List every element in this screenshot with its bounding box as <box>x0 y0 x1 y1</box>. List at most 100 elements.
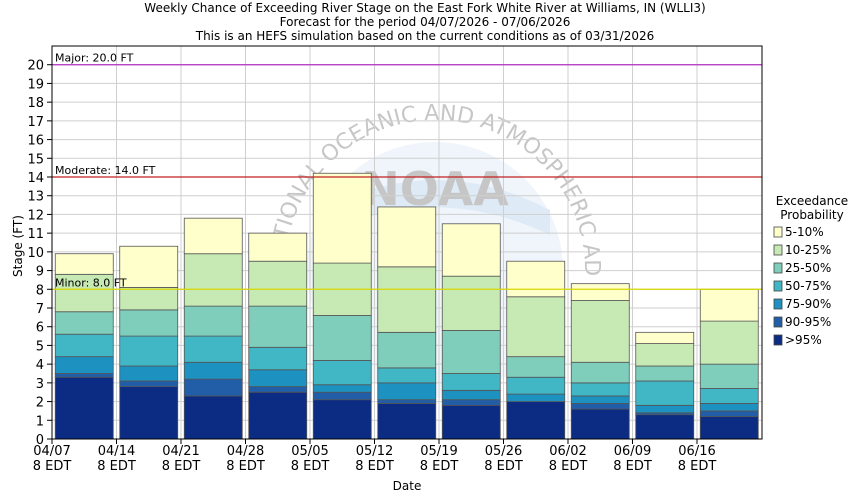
y-tick-label: 17 <box>27 115 44 130</box>
bar-segment <box>441 404 501 440</box>
legend-swatch <box>773 334 783 346</box>
legend-swatch <box>773 226 783 238</box>
bar-segment <box>441 223 501 277</box>
bar-segment <box>635 343 695 367</box>
threshold-label: Moderate: 14.0 FT <box>55 164 156 177</box>
bar-segment <box>441 330 501 374</box>
bar-segment <box>119 365 179 382</box>
bar-segment <box>506 393 566 402</box>
bar-segment <box>54 273 114 313</box>
bar-segment <box>248 232 308 262</box>
legend-swatch <box>773 280 783 292</box>
legend-title-line-1: Exceedance <box>776 194 848 208</box>
bar-segment <box>119 245 179 288</box>
legend-swatch <box>773 262 783 274</box>
y-tick-label: 6 <box>36 321 44 336</box>
x-tick-label-time: 8 EDT <box>549 459 588 474</box>
x-tick-label-time: 8 EDT <box>33 459 72 474</box>
bar-segment <box>119 335 179 367</box>
legend-label: 10-25% <box>785 243 831 257</box>
y-tick-label: 1 <box>36 414 44 429</box>
bar-segment <box>248 260 308 307</box>
y-tick-label: 2 <box>36 396 44 411</box>
x-tick-label-time: 8 EDT <box>678 459 717 474</box>
x-tick-label-time: 8 EDT <box>484 459 523 474</box>
legend-label: 75-90% <box>785 297 831 311</box>
bar-segment <box>377 367 437 384</box>
x-tick-label-date: 05/19 <box>420 444 457 459</box>
y-tick-label: 0 <box>36 433 44 448</box>
chart-title-line-3: This is an HEFS simulation based on the … <box>195 29 655 43</box>
bar-segment <box>441 373 501 391</box>
bar-stack <box>506 260 566 440</box>
bar-segment <box>441 275 501 331</box>
chart-title-line-1: Weekly Chance of Exceeding River Stage o… <box>144 1 705 15</box>
bar-segment <box>377 399 437 404</box>
bar-segment <box>183 305 243 337</box>
bar-segment <box>506 296 566 358</box>
legend-label: 25-50% <box>785 261 831 275</box>
bar-segment <box>635 404 695 414</box>
y-tick-label: 20 <box>27 59 44 74</box>
bar-segment <box>183 361 243 380</box>
bar-stack <box>248 232 308 440</box>
x-tick-label-time: 8 EDT <box>291 459 330 474</box>
legend-label: >95% <box>785 333 822 347</box>
x-tick-label-date: 04/28 <box>227 444 264 459</box>
bar-segment <box>377 206 437 268</box>
bar-segment <box>635 331 695 344</box>
threshold-label: Major: 20.0 FT <box>55 52 134 65</box>
chart-title-line-2: Forecast for the period 04/07/2026 - 07/… <box>280 15 571 29</box>
bar-segment <box>183 217 243 255</box>
y-tick-label: 16 <box>27 134 44 149</box>
bar-segment <box>377 266 437 333</box>
bar-segment <box>54 253 114 275</box>
bar-segment <box>441 399 501 406</box>
bar-segment <box>377 382 437 401</box>
bar-stack <box>54 253 114 440</box>
y-tick-label: 3 <box>36 377 44 392</box>
threshold-label: Minor: 8.0 FT <box>55 276 127 289</box>
bar-segment <box>312 315 372 361</box>
bar-segment <box>441 389 501 401</box>
bar-stack <box>441 223 501 440</box>
bar-stack <box>635 331 695 440</box>
x-tick-label-time: 8 EDT <box>97 459 136 474</box>
bar-segment <box>570 283 630 301</box>
bar-segment <box>699 410 759 417</box>
y-tick-label: 18 <box>27 96 44 111</box>
bar-segment <box>312 172 372 264</box>
bar-segment <box>506 401 566 440</box>
legend-label: 5-10% <box>785 225 824 239</box>
x-tick-label-date: 05/26 <box>485 444 522 459</box>
x-tick-label-time: 8 EDT <box>226 459 265 474</box>
y-tick-label: 7 <box>36 302 44 317</box>
bar-segment <box>248 391 308 440</box>
bar-segment <box>699 388 759 404</box>
legend-title-line-2: Probability <box>780 208 843 222</box>
x-tick-label-date: 04/07 <box>33 444 70 459</box>
x-tick-label-date: 05/05 <box>291 444 328 459</box>
plot-frame <box>51 45 763 440</box>
bar-segment <box>248 369 308 387</box>
x-tick-label-date: 06/16 <box>678 444 715 459</box>
bar-segment <box>506 376 566 395</box>
legend-swatch <box>773 316 783 328</box>
x-tick-label-date: 04/14 <box>98 444 135 459</box>
bar-stack <box>570 283 630 440</box>
bar-stack <box>699 288 759 440</box>
bar-segment <box>506 356 566 378</box>
y-tick-label: 10 <box>27 246 44 261</box>
bar-segment <box>183 395 243 440</box>
bar-stack <box>312 172 372 440</box>
bar-segment <box>312 399 372 440</box>
x-axis-title: Date <box>393 479 422 493</box>
bar-segment <box>699 288 759 322</box>
y-tick-label: 4 <box>36 358 44 373</box>
bar-segment <box>699 403 759 412</box>
x-tick-label-time: 8 EDT <box>162 459 201 474</box>
bar-segment <box>570 408 630 440</box>
bar-stack <box>183 217 243 440</box>
